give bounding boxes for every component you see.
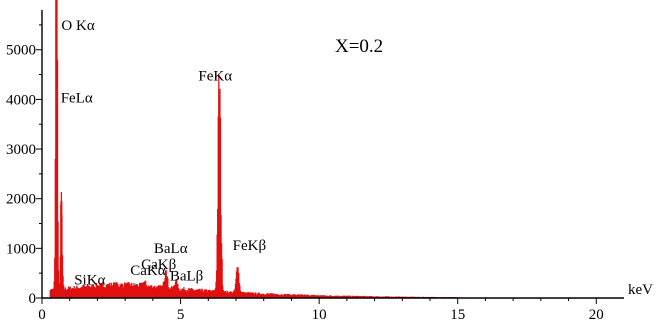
y-tick-label: 5000: [6, 43, 36, 59]
peak-label: FeKα: [198, 68, 232, 84]
peak-label: BaLα: [154, 241, 188, 257]
peak-label: SiKα: [74, 273, 105, 289]
y-tick-label: 3000: [6, 142, 36, 158]
spectrum-trace: [49, 0, 606, 298]
peak-label: CaKα: [130, 263, 165, 279]
peak-label: FeKβ: [233, 238, 266, 254]
composition-annotation: X=0.2: [335, 36, 383, 57]
y-tick-label: 1000: [6, 241, 36, 257]
x-axis-unit-label: keV: [628, 282, 653, 298]
y-tick-label: 4000: [6, 92, 36, 108]
y-tick-label: 0: [29, 291, 37, 307]
axes: 0 5 10 15 20 0 1000 2000 3000 4000 5000 keV: [6, 10, 653, 323]
x-tick-label: 20: [589, 307, 604, 323]
spectrum-series: [49, 0, 606, 298]
x-tick-label: 0: [38, 307, 46, 323]
y-tick-label: 2000: [6, 192, 36, 208]
x-tick-label: 10: [312, 307, 327, 323]
peak-label: BaLβ: [170, 269, 203, 285]
peak-label: FeLα: [61, 90, 93, 106]
peak-label: CaKβ: [141, 257, 176, 273]
peak-label: O Kα: [61, 18, 94, 34]
x-tick-label: 5: [177, 307, 185, 323]
x-tick-label: 15: [450, 307, 465, 323]
